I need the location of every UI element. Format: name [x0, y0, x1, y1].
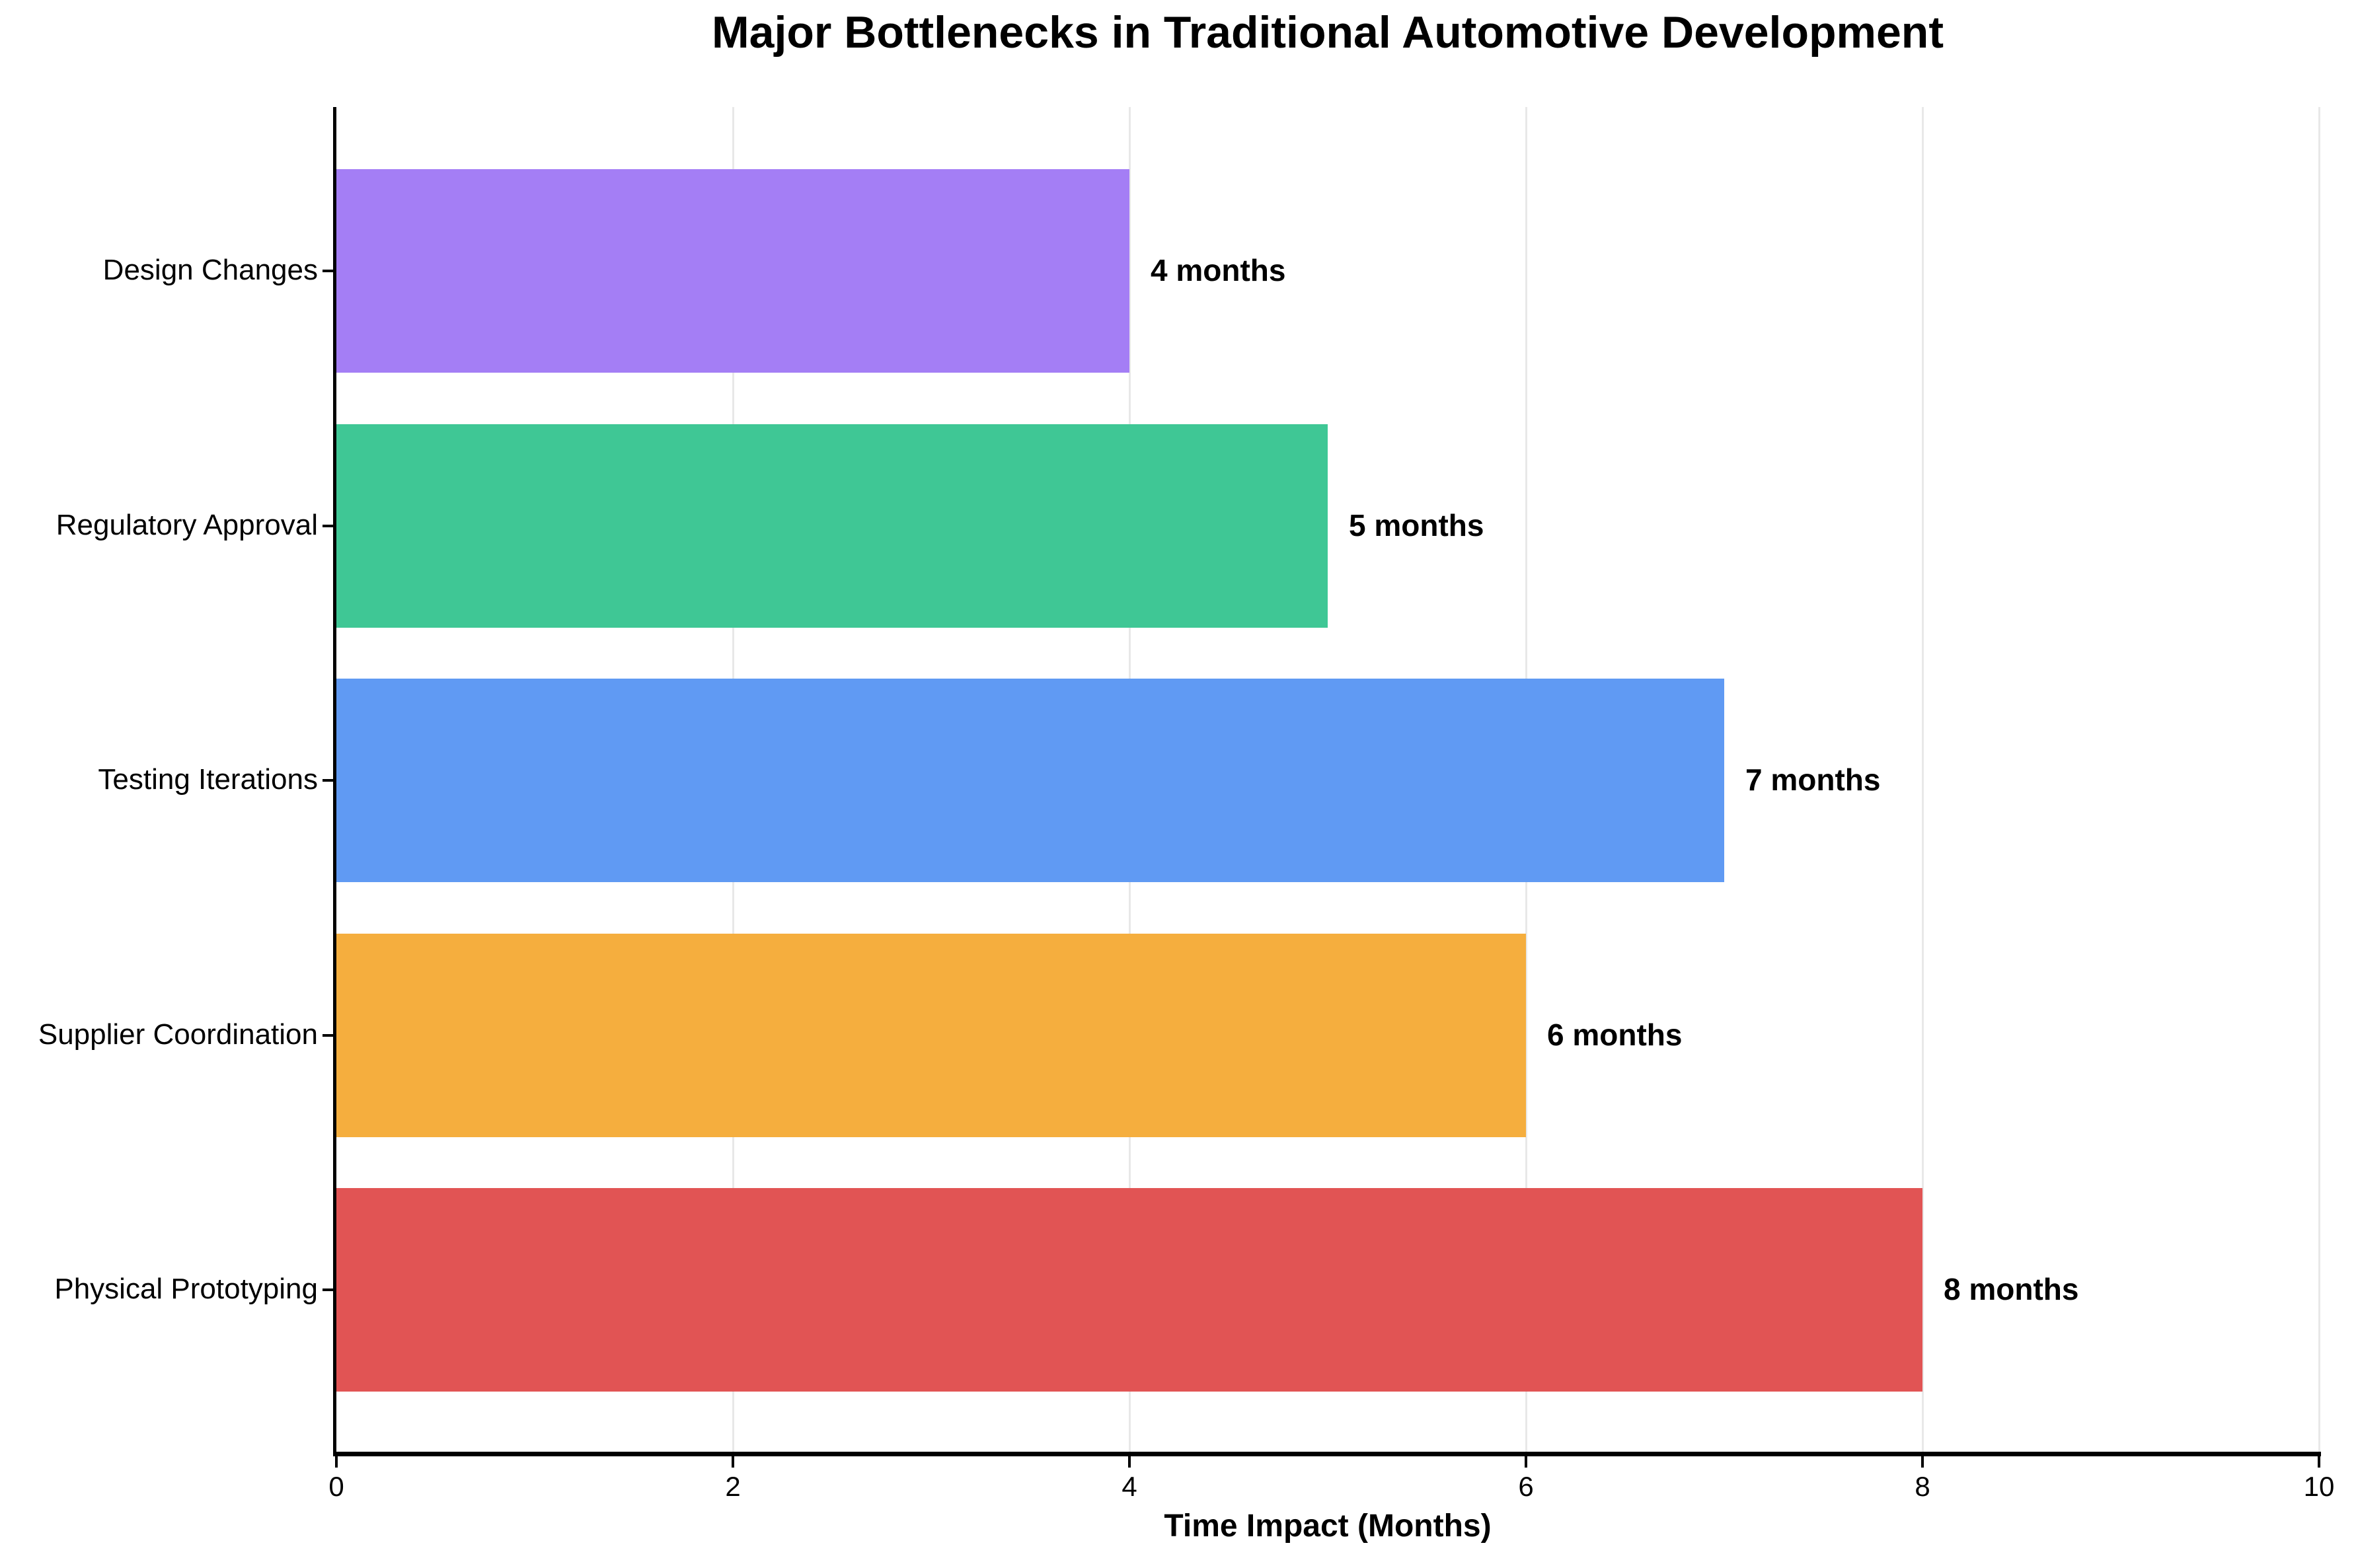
- category-label-testing-iterations: Testing Iterations: [98, 763, 318, 796]
- gridline-8: [1921, 107, 1924, 1452]
- value-label-supplier-coordination: 6 months: [1547, 1017, 1683, 1052]
- x-axis-spine: [333, 1452, 2321, 1456]
- x-tick-8: [1921, 1456, 1924, 1468]
- category-label-supplier-coordination: Supplier Coordination: [38, 1018, 318, 1051]
- value-label-physical-prototyping: 8 months: [1944, 1272, 2079, 1307]
- value-label-design-changes: 4 months: [1151, 252, 1286, 287]
- value-label-testing-iterations: 7 months: [1745, 763, 1881, 798]
- x-tick-0: [335, 1456, 338, 1468]
- chart-title: Major Bottlenecks in Traditional Automot…: [712, 7, 1944, 57]
- bar-design-changes: [336, 169, 1129, 373]
- x-tick-label-0: 0: [328, 1471, 344, 1502]
- bar-supplier-coordination: [336, 933, 1526, 1137]
- x-tick-label-6: 6: [1518, 1471, 1534, 1502]
- x-tick-10: [2318, 1456, 2320, 1468]
- category-label-design-changes: Design Changes: [102, 254, 318, 286]
- x-tick-4: [1128, 1456, 1131, 1468]
- x-tick-2: [732, 1456, 734, 1468]
- category-label-physical-prototyping: Physical Prototyping: [54, 1273, 318, 1306]
- x-axis-label: Time Impact (Months): [1164, 1509, 1492, 1544]
- y-tick-testing-iterations: [323, 779, 333, 782]
- gridline-10: [2318, 107, 2320, 1452]
- y-axis-spine: [333, 107, 336, 1456]
- category-label-regulatory-approval: Regulatory Approval: [56, 508, 318, 541]
- x-tick-label-2: 2: [725, 1471, 741, 1502]
- x-tick-label-8: 8: [1915, 1471, 1930, 1502]
- plot-area: Design Changes Regulatory Approval Testing…: [38, 107, 2334, 1502]
- y-tick-regulatory-approval: [323, 524, 333, 527]
- x-tick-label-4: 4: [1122, 1471, 1137, 1502]
- x-tick-6: [1525, 1456, 1527, 1468]
- y-tick-design-changes: [323, 270, 333, 272]
- y-tick-supplier-coordination: [323, 1033, 333, 1037]
- x-tick-label-10: 10: [2303, 1471, 2335, 1502]
- bar-regulatory-approval: [336, 424, 1328, 628]
- bar-testing-iterations: [336, 679, 1724, 883]
- value-label-regulatory-approval: 5 months: [1349, 507, 1484, 542]
- bar-physical-prototyping: [336, 1188, 1922, 1392]
- y-tick-physical-prototyping: [323, 1288, 333, 1292]
